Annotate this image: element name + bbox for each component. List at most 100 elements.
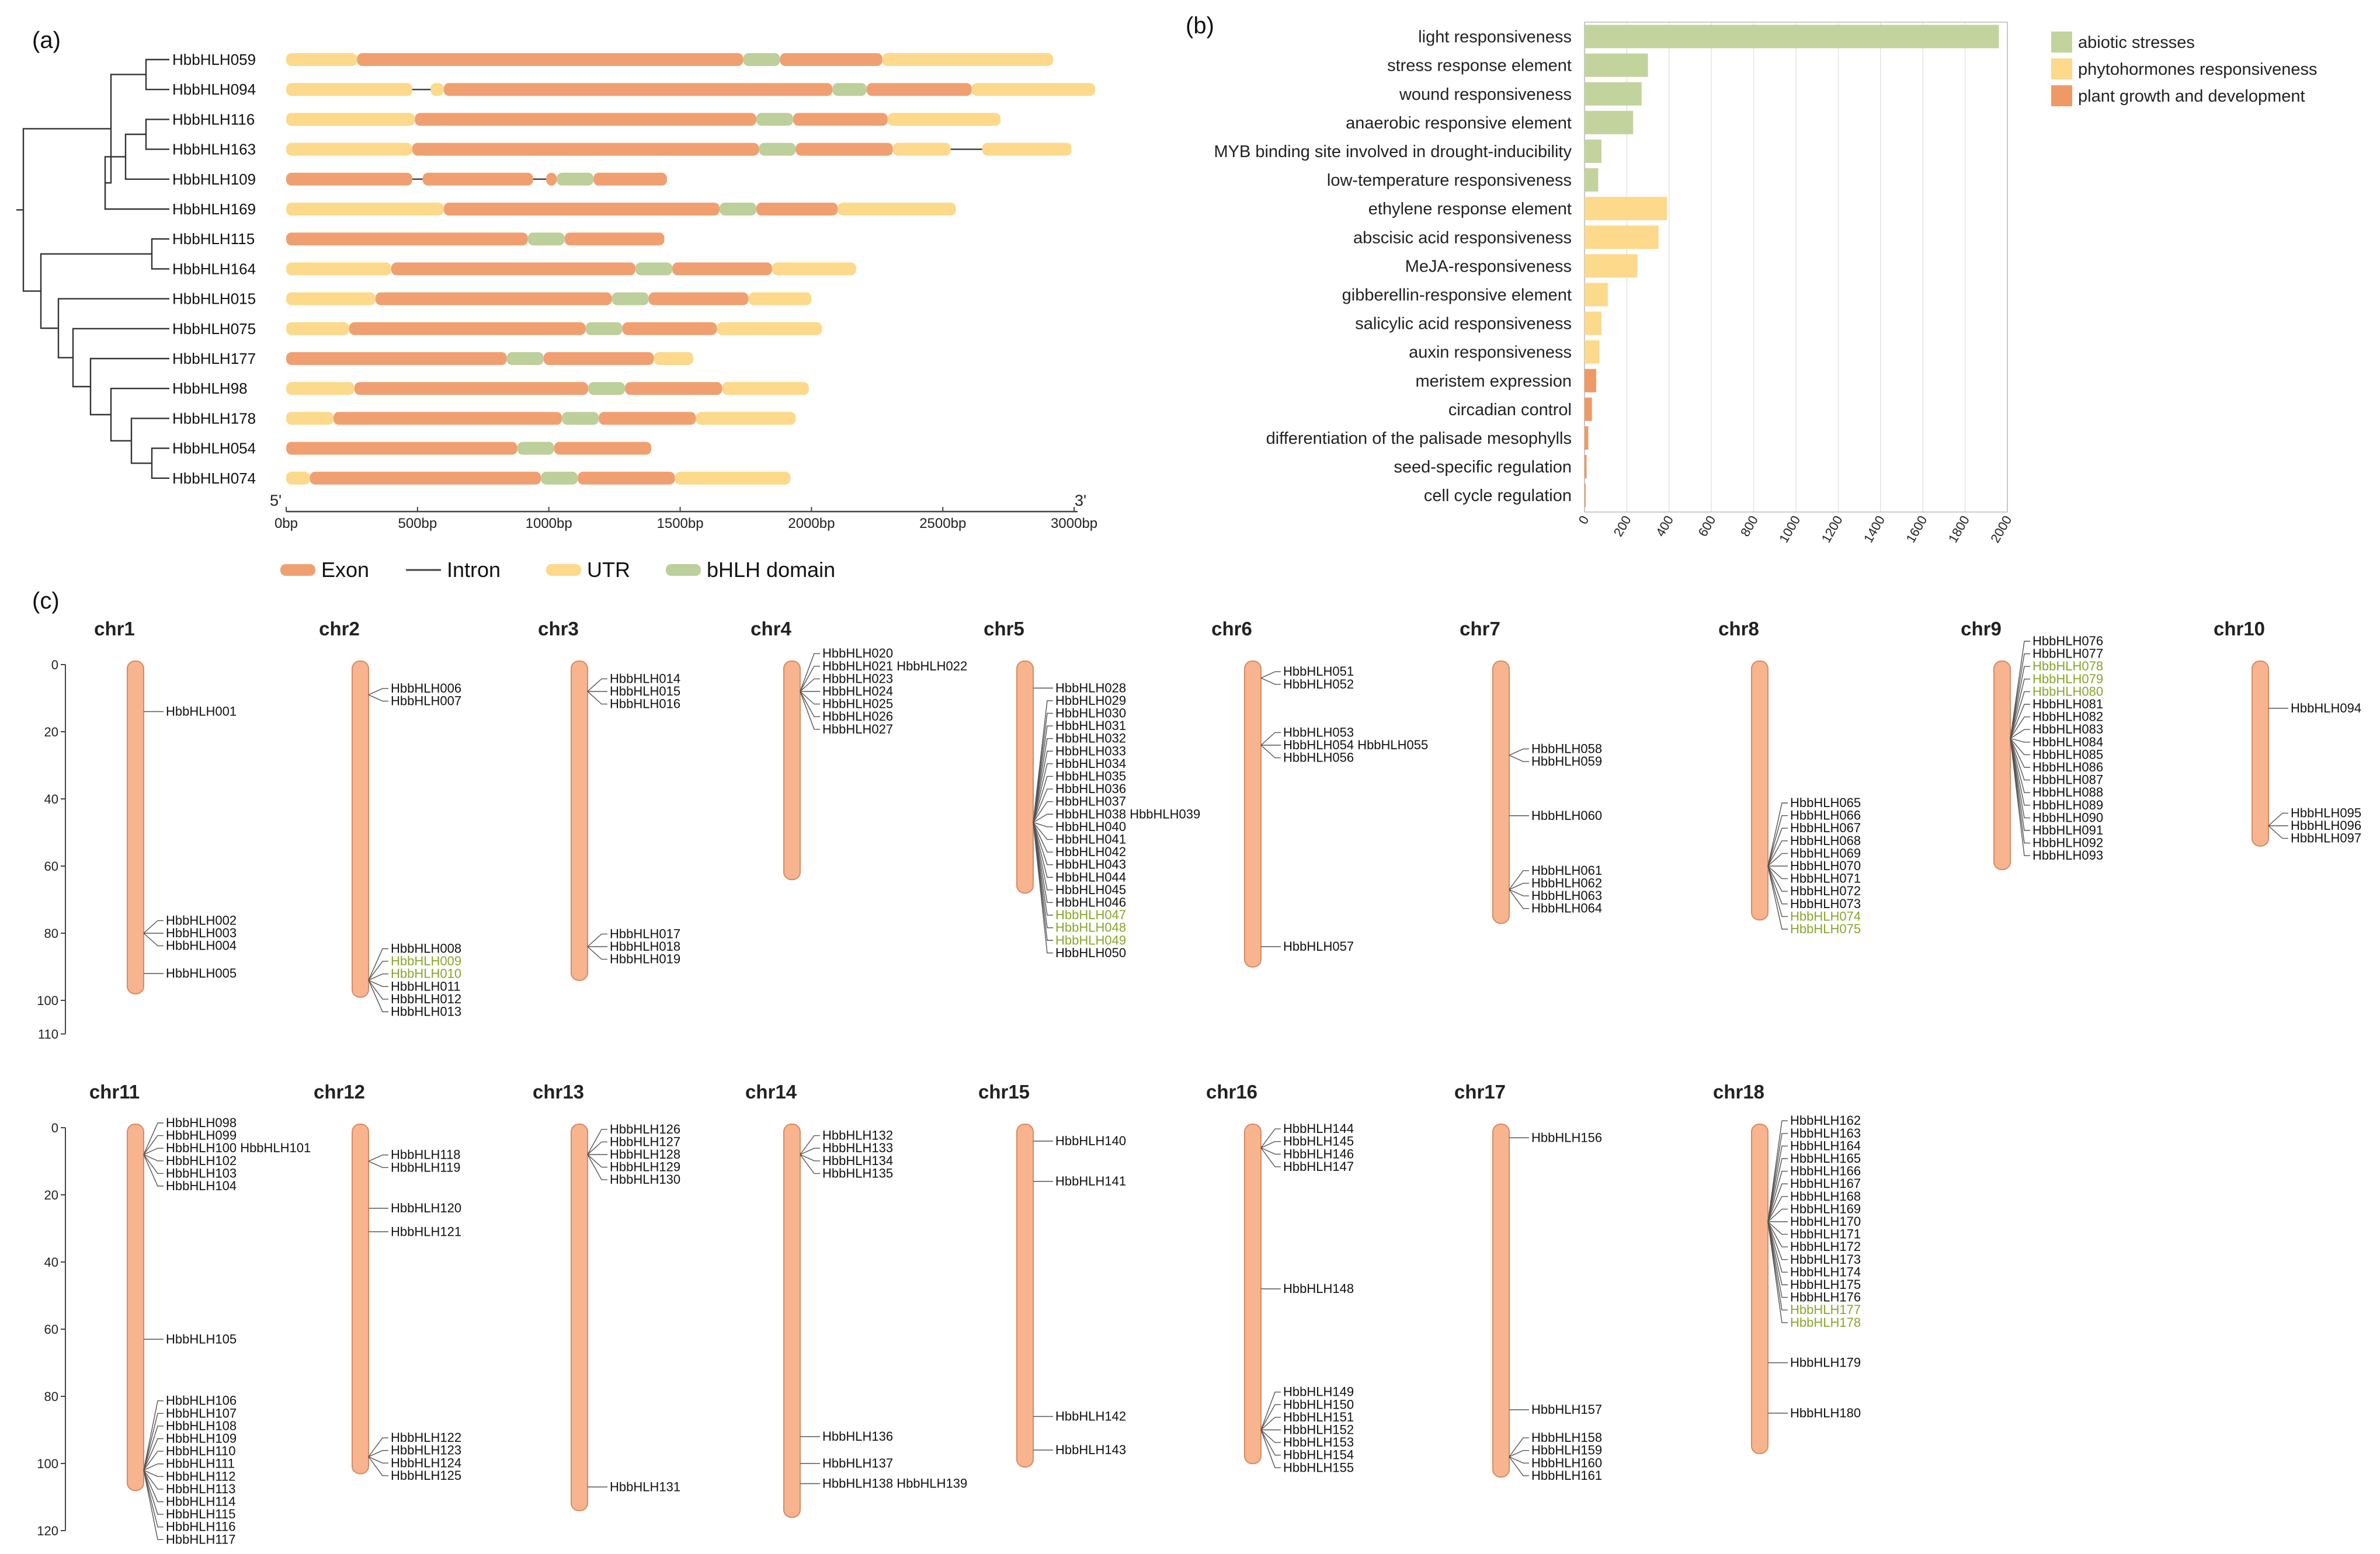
chart-bars [1585,25,1999,507]
gene-label: HbbHLH103 [166,1166,237,1180]
bar [1585,168,1599,192]
bar [1585,426,1589,450]
exon-segment [780,53,882,66]
gene-connector [1033,750,1053,823]
bhlh-segment [562,412,599,425]
exon-segment [349,322,586,335]
gene-label: HbbHLH044 [1055,870,1126,884]
gene-connector [1033,822,1053,916]
exon-segment [625,382,722,395]
gene-label: HbbHLH116 [166,1520,235,1534]
gene-label: HbbHLH067 [1790,821,1861,835]
gene-label: HbbHLH089 [2032,798,2103,812]
exon-segment [793,113,888,126]
chromosome-chr13: chr13 HbbHLH126HbbHLH127HbbHLH128HbbHLH12… [533,1081,680,1511]
gene-row: HbbHLH116 [172,110,1001,128]
scale-tick-label: 60 [44,859,58,874]
gene-label: HbbHLH108 [166,1419,237,1433]
gene-label: HbbHLH037 [1055,794,1126,809]
axis-tick-label: 500bp [398,516,437,531]
utr-segment [286,471,310,485]
gene-label: HbbHLH077 [2032,646,2103,661]
gene-connector [1260,1147,1281,1155]
gene-label: HbbHLH016 [610,697,680,711]
gene-name-label: HbbHLH075 [172,320,256,338]
gene-label: HbbHLH130 [610,1172,680,1187]
utr-segment [971,83,1096,96]
gene-label: HbbHLH082 [2032,710,2103,724]
gene-label: HbbHLH038 HbbHLH039 [1055,806,1200,821]
gene-connector [2010,666,2030,739]
legend-label: Exon [321,558,369,582]
gene-label: HbbHLH017 [610,926,680,941]
exon-segment [593,172,668,186]
category-label: seed-specific regulation [1394,458,1572,477]
legend-label: Intron [447,558,501,582]
gene-label: HbbHLH102 [166,1153,237,1168]
gene-label: HbbHLH010 [391,967,461,981]
gene-label: HbbHLH050 [1055,945,1126,960]
legend-label: phytohormones responsiveness [2078,60,2317,79]
gene-label: HbbHLH104 [166,1178,237,1193]
gene-connector [800,691,820,730]
gene-connector [2010,738,2030,756]
gene-label: HbbHLH014 [610,671,680,686]
gene-label: HbbHLH113 [166,1482,235,1496]
chromosome-bar [1244,660,1262,968]
gene-label: HbbHLH025 [822,697,893,711]
gene-label: HbbHLH152 [1283,1423,1354,1437]
exon-segment [375,292,612,305]
gene-row: HbbHLH054 [172,440,652,457]
gene-label: HbbHLH006 [391,681,461,696]
chromosome-chr18: chr18HbbHLH162HbbHLH163HbbHLH164HbbHLH16… [1713,1081,1861,1454]
gene-connector [2010,738,2030,743]
gene-name-label: HbbHLH177 [172,350,256,367]
exon-segment [412,142,759,156]
gene-row: HbbHLH164 [172,260,856,277]
gene-connector [2010,738,2030,831]
gene-label: HbbHLH015 [610,684,680,698]
chromosome-bar [127,660,144,995]
gene-connector [1260,732,1281,746]
scale-tick-label: 110 [38,1027,58,1042]
chromosome-bar [1492,660,1510,924]
gene-connector [368,974,388,981]
gene-connector [143,933,164,947]
gene-label: HbbHLH005 [166,966,237,981]
gene-label: HbbHLH143 [1055,1442,1126,1457]
gene-row: HbbHLH059 [172,51,1054,68]
gene-label: HbbHLH119 [391,1160,460,1174]
gene-connector [143,1470,164,1503]
gene-label: HbbHLH144 [1283,1121,1354,1136]
gene-label: HbbHLH056 [1283,750,1354,765]
gene-label: HbbHLH095 [2291,805,2361,820]
chromosome-name: chr15 [978,1081,1030,1103]
gene-row: HbbHLH169 [172,200,956,218]
utr-segment [286,322,349,335]
gene-label: HbbHLH176 [1790,1290,1861,1305]
gene-label: HbbHLH173 [1790,1252,1861,1267]
gene-connector [368,688,388,696]
bhlh-segment [541,471,578,485]
gene-connector [1767,1221,1788,1273]
gene-connector [1767,1221,1788,1235]
gene-connector [587,1154,607,1180]
gene-connector [368,1160,388,1168]
chromosome-chr15: chr15 HbbHLH140 HbbHLH141 HbbHLH142 HbbHLH14… [978,1081,1126,1468]
gene-connector [1767,1158,1788,1222]
chromosomes: chr1 HbbHLH001 HbbHLH002HbbHLH003HbbHLH004… [89,618,2361,1546]
gene-label: HbbHLH003 [166,926,237,940]
bar [1585,254,1638,278]
exon-segment [286,441,517,455]
scale-tick-label: 40 [44,1255,58,1270]
gene-connector [143,1400,164,1470]
chromosome-bar [1016,1124,1034,1468]
gene-label: HbbHLH023 [822,671,893,686]
gene-label: HbbHLH180 [1790,1406,1861,1420]
gene-connector [2010,738,2030,781]
bar [1585,283,1608,307]
gene-label: HbbHLH049 [1055,933,1126,947]
chromosome-bar [571,1124,588,1511]
gene-label: HbbHLH098 [166,1115,237,1130]
